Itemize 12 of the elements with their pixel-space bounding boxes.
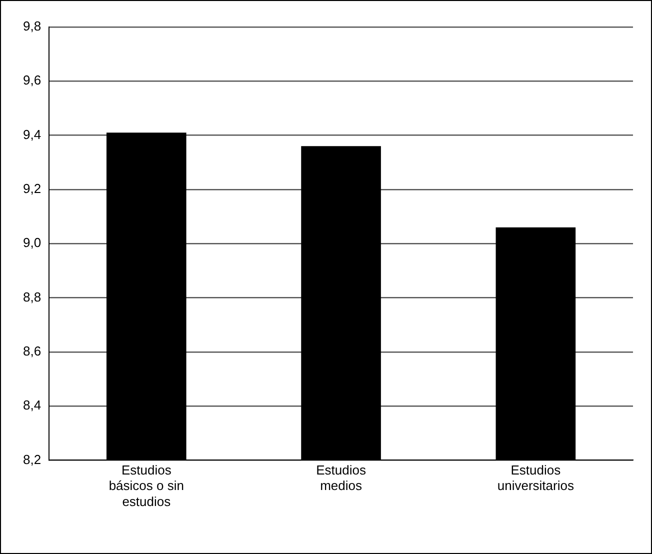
- y-tick-label: 9,4: [22, 126, 42, 142]
- y-tick-label: 9,2: [22, 181, 42, 196]
- x-tick-label: Estudios universitarios: [497, 462, 574, 494]
- y-tick-label: 8,4: [22, 398, 42, 413]
- x-tick-label: Estudios básicos o sin estudios: [108, 462, 184, 509]
- y-tick-label: 8,6: [22, 343, 42, 358]
- y-tick-label: 9,0: [22, 235, 42, 250]
- x-tick-label: Estudios medios: [316, 462, 366, 494]
- y-tick-label: 8,2: [22, 452, 42, 467]
- y-tick-label: 9,6: [22, 72, 42, 88]
- y-tick-label: 9,8: [22, 18, 42, 34]
- y-tick-label: 8,8: [22, 289, 42, 304]
